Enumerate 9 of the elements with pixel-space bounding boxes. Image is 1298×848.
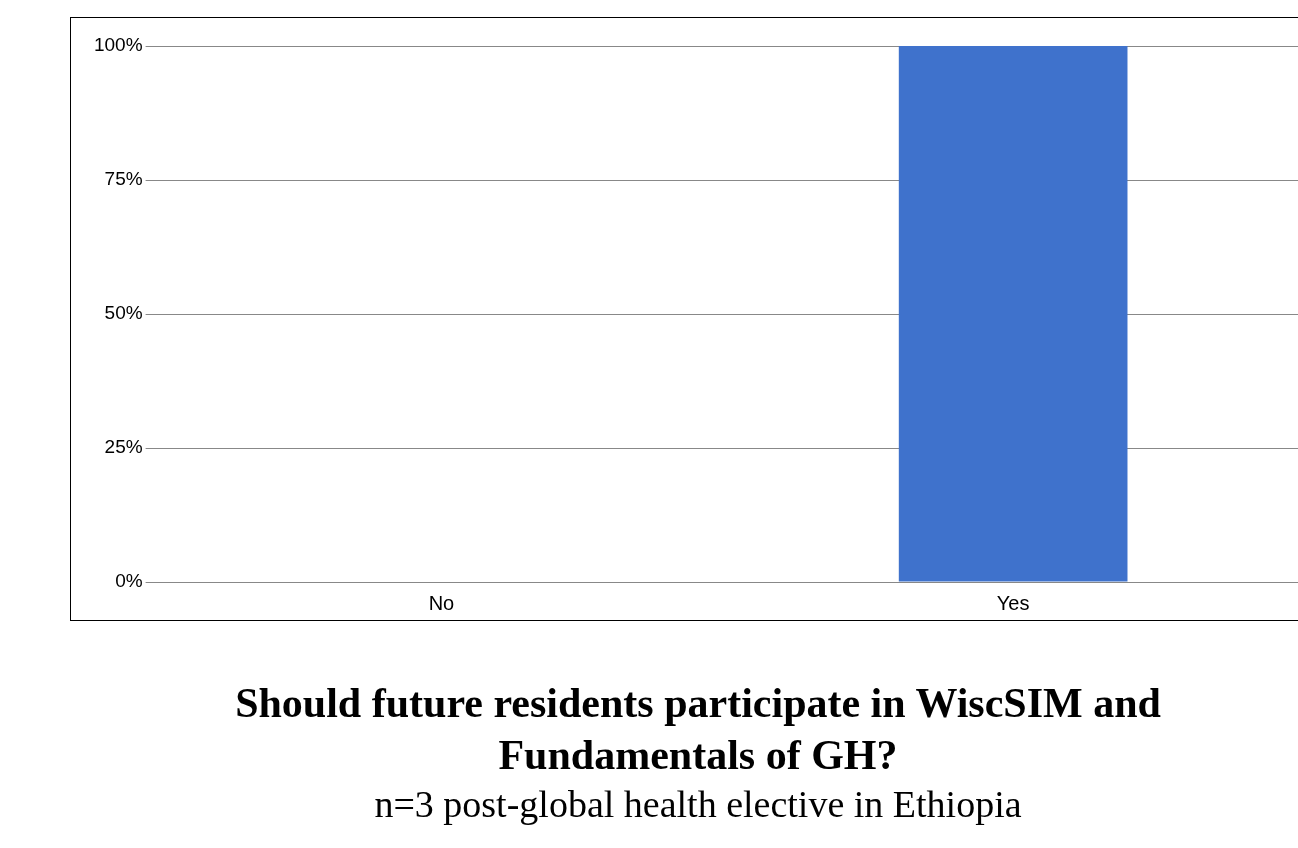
y-tick-label: 0% xyxy=(115,570,143,592)
x-tick-label: Yes xyxy=(996,591,1030,614)
y-tick-label: 75% xyxy=(104,168,143,190)
y-tick-label: 25% xyxy=(104,436,143,458)
y-tick-label: 100% xyxy=(93,34,143,56)
text: Should future residents participate in WiscSIM and Fundamentals of GH? xyxy=(234,679,1162,780)
text: n=3 post-global health elective in Ethiopia xyxy=(373,782,1023,827)
x-tick-label: No xyxy=(428,591,455,614)
y-tick-label: 50% xyxy=(104,302,143,324)
